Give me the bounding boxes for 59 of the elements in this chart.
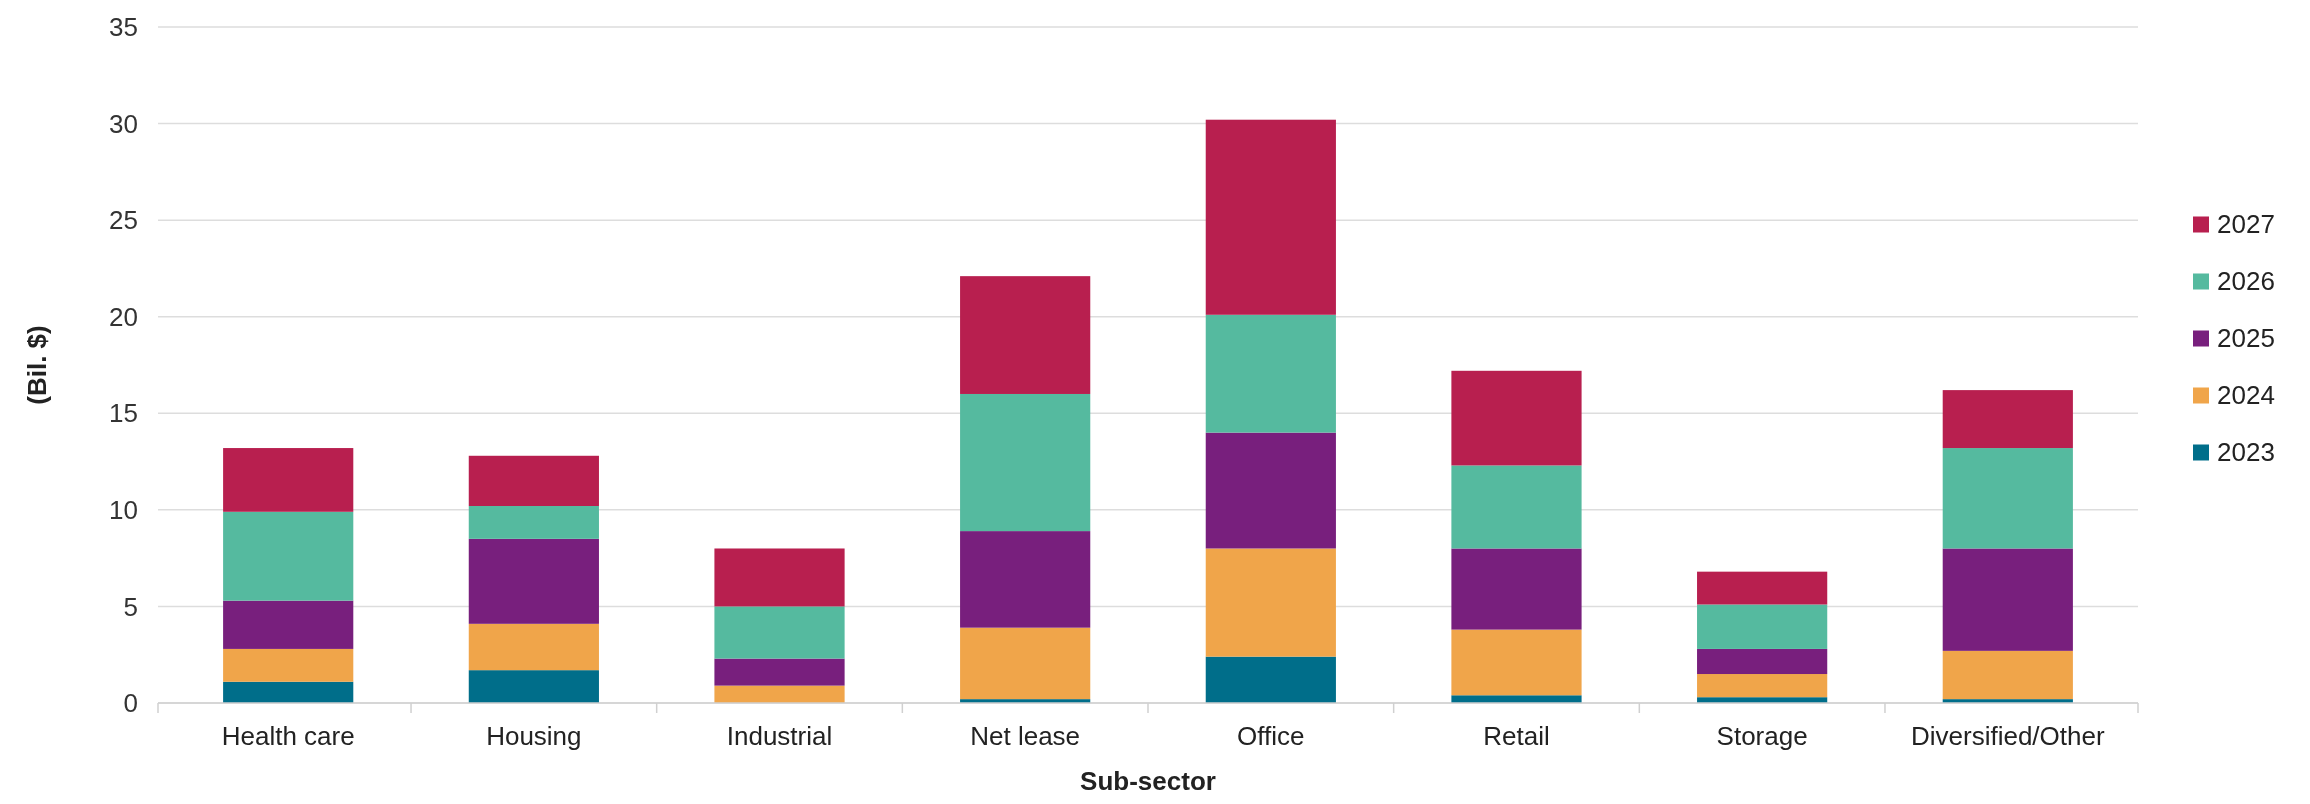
bar	[1451, 548, 1582, 630]
bar	[468, 538, 599, 624]
x-tick-label: Office	[1237, 721, 1305, 751]
y-tick-label: 15	[109, 398, 138, 429]
y-tick-label: 20	[109, 301, 138, 332]
bar	[1697, 648, 1828, 675]
y-tick-label: 25	[109, 205, 138, 236]
bar	[1942, 390, 2073, 449]
legend-label: 2026	[2217, 265, 2275, 296]
x-tick-label: Housing	[486, 721, 582, 751]
bar	[960, 531, 1091, 628]
bar	[468, 670, 599, 703]
bar	[1205, 119, 1336, 315]
y-tick-label: 35	[109, 12, 138, 43]
bar	[960, 627, 1091, 700]
bar	[1942, 650, 2073, 700]
bar	[223, 648, 354, 682]
y-tick-label: 5	[123, 591, 138, 622]
bar	[468, 505, 599, 539]
bar	[223, 681, 354, 703]
y-tick-label: 0	[123, 688, 138, 719]
bar	[714, 685, 845, 703]
bar	[223, 600, 354, 649]
bar	[1697, 604, 1828, 649]
bar	[223, 448, 354, 512]
bar	[960, 276, 1091, 394]
bar	[1451, 629, 1582, 696]
x-tick-label: Health care	[221, 721, 355, 751]
legend-label: 2024	[2217, 379, 2275, 410]
bar	[468, 455, 599, 506]
x-axis-title: Sub-sector	[1080, 766, 1216, 796]
bar	[1697, 674, 1828, 698]
bar	[1697, 571, 1828, 605]
bar	[1205, 548, 1336, 657]
legend-label: 2023	[2217, 436, 2275, 467]
bar	[1451, 465, 1582, 549]
y-tick-label: 30	[109, 108, 138, 139]
x-tick-label: Industrial	[726, 721, 833, 751]
x-tick-label: Retail	[1483, 721, 1550, 751]
bar	[714, 606, 845, 659]
bar	[1205, 656, 1336, 703]
bar	[1942, 548, 2073, 651]
bar	[960, 393, 1091, 532]
x-tick-label: Net lease	[970, 721, 1081, 751]
bar	[468, 623, 599, 671]
y-tick-label: 10	[109, 494, 138, 525]
bar	[1451, 695, 1582, 703]
bar	[714, 658, 845, 686]
bar	[714, 548, 845, 607]
legend-label: 2027	[2217, 208, 2275, 239]
x-tick-label: Diversified/Other	[1910, 721, 2105, 751]
y-axis-title: (Bil. $)	[22, 325, 52, 405]
x-tick-label: Storage	[1716, 721, 1808, 751]
bar	[1205, 432, 1336, 549]
bar	[223, 511, 354, 601]
bar	[1205, 314, 1336, 433]
bar	[1451, 370, 1582, 466]
legend-label: 2025	[2217, 322, 2275, 353]
bar	[1942, 448, 2073, 549]
